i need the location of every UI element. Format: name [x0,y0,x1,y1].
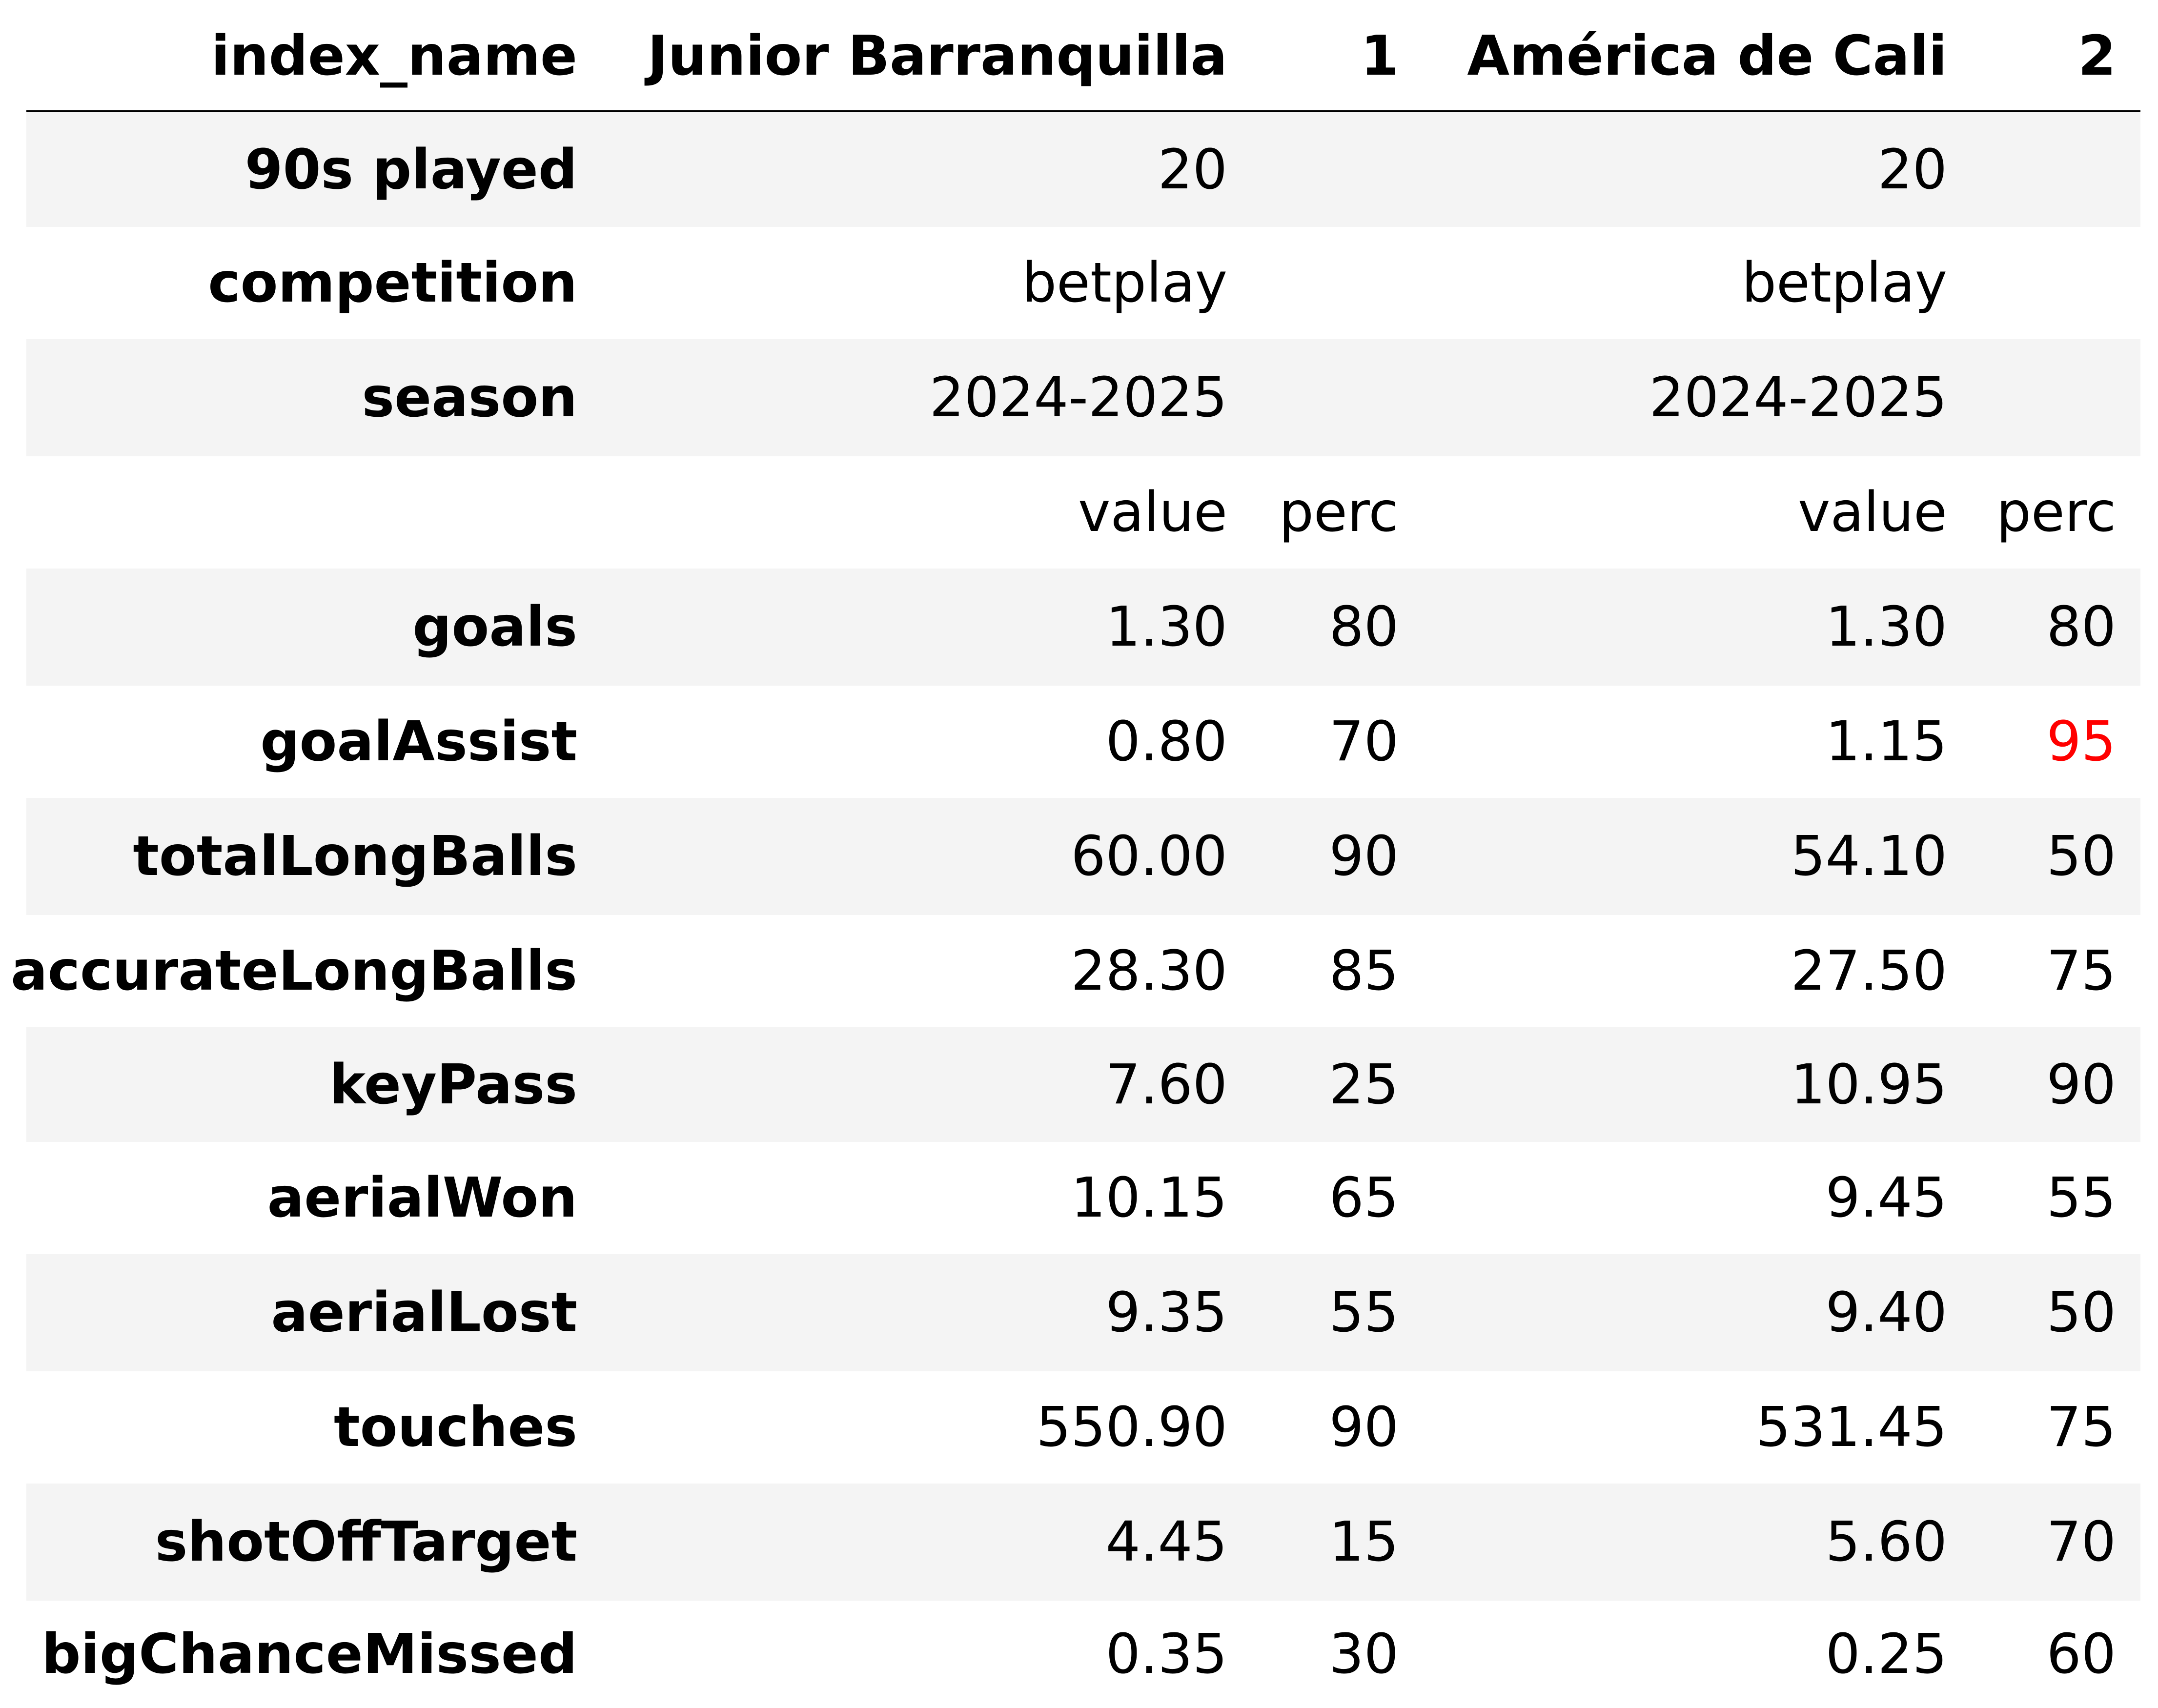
table-row-goals: goals 1.30 80 1.30 80 [0,569,2158,686]
row-label: bigChanceMissed [41,1623,577,1686]
team1-value: 28.30 [1071,939,1227,1003]
team2-value: betplay [1741,251,1947,315]
row-band [26,112,2140,227]
row-label: keyPass [329,1053,577,1117]
table-row-90s-played: 90s played 20 20 [0,112,2158,227]
table-row-season: season 2024-2025 2024-2025 [0,339,2158,456]
team1-percentile: 25 [1329,1053,1399,1117]
team1-value: 2024-2025 [929,366,1227,429]
row-band [26,1027,2140,1142]
table-row-keypass: keyPass 7.60 25 10.95 90 [0,1027,2158,1142]
row-label: goalAssist [260,710,577,773]
team2-value: 2024-2025 [1649,366,1947,429]
team2-value: 1.30 [1825,595,1947,659]
team1-percentile: 30 [1329,1623,1399,1686]
subheader-value-1: value [1078,481,1227,544]
index-header: index_name [211,24,577,88]
team1-percentile: 70 [1329,710,1399,773]
subheader-value-2: value [1798,481,1947,544]
team1-percentile: 80 [1329,595,1399,659]
team2-value: 54.10 [1791,825,1947,888]
team2-percentile-highlighted: 95 [2046,710,2116,773]
team2-percentile: 50 [2046,825,2116,888]
column-header-team2: América de Cali [1467,24,1947,88]
team2-percentile: 75 [2046,939,2116,1003]
table-row-touches: touches 550.90 90 531.45 75 [0,1371,2158,1484]
team2-percentile: 60 [2046,1623,2116,1686]
team1-value: 10.15 [1071,1166,1227,1230]
team1-value: betplay [1021,251,1227,315]
row-label: shotOffTarget [155,1510,577,1574]
table-row-shotofftarget: shotOffTarget 4.45 15 5.60 70 [0,1484,2158,1601]
team1-value: 60.00 [1071,825,1227,888]
team1-percentile: 90 [1329,1396,1399,1459]
team1-percentile: 65 [1329,1166,1399,1230]
team1-percentile: 85 [1329,939,1399,1003]
team2-percentile: 90 [2046,1053,2116,1117]
team1-value: 0.35 [1105,1623,1227,1686]
team2-value: 9.40 [1825,1281,1947,1344]
row-label: accurateLongBalls [10,939,577,1003]
row-label: goals [412,595,577,659]
row-band [26,1484,2140,1601]
table-subheader-row: value perc value perc [0,456,2158,569]
team1-value: 20 [1158,138,1227,202]
column-header-team1: Junior Barranquilla [647,24,1227,88]
team2-percentile: 80 [2046,595,2116,659]
team1-percentile: 90 [1329,825,1399,888]
team1-value: 550.90 [1036,1396,1227,1459]
row-band [26,798,2140,915]
row-label: season [362,366,577,429]
team2-value: 1.15 [1825,710,1947,773]
team2-percentile: 50 [2046,1281,2116,1344]
team1-value: 4.45 [1105,1510,1227,1574]
team1-value: 9.35 [1105,1281,1227,1344]
team1-percentile: 55 [1329,1281,1399,1344]
subheader-perc-1: perc [1279,481,1399,544]
team2-percentile: 55 [2046,1166,2116,1230]
column-header-team2-number: 2 [2078,24,2116,88]
table-row-totallongballs: totalLongBalls 60.00 90 54.10 50 [0,798,2158,915]
team2-percentile: 75 [2046,1396,2116,1459]
team2-value: 20 [1877,138,1947,202]
table-row-competition: competition betplay betplay [0,227,2158,339]
table-row-aeriallost: aerialLost 9.35 55 9.40 50 [0,1254,2158,1371]
team2-value: 9.45 [1825,1166,1947,1230]
table-row-accuratelongballs: accurateLongBalls 28.30 85 27.50 75 [0,915,2158,1027]
subheader-perc-2: perc [1996,481,2116,544]
row-label: totalLongBalls [133,825,577,888]
team2-value: 0.25 [1825,1623,1947,1686]
team1-percentile: 15 [1329,1510,1399,1574]
team2-percentile: 70 [2046,1510,2116,1574]
team2-value: 531.45 [1756,1396,1947,1459]
row-band [26,339,2140,456]
team2-value: 10.95 [1791,1053,1947,1117]
team1-value: 0.80 [1105,710,1227,773]
row-label: aerialLost [271,1281,577,1344]
row-label: touches [334,1396,577,1459]
row-band [26,1254,2140,1371]
team2-value: 27.50 [1791,939,1947,1003]
row-label: 90s played [244,138,577,202]
team2-value: 5.60 [1825,1510,1947,1574]
table-row-goalassist: goalAssist 0.80 70 1.15 95 [0,686,2158,798]
row-label: aerialWon [267,1166,577,1230]
row-label: competition [208,251,577,315]
row-band [26,569,2140,686]
table-header-row: index_name Junior Barranquilla 1 América… [0,0,2158,112]
team1-value: 1.30 [1105,595,1227,659]
team1-value: 7.60 [1105,1053,1227,1117]
column-header-team1-number: 1 [1361,24,1399,88]
table-row-aerialwon: aerialWon 10.15 65 9.45 55 [0,1142,2158,1254]
table-row-bigchancemissed: bigChanceMissed 0.35 30 0.25 60 [0,1601,2158,1708]
